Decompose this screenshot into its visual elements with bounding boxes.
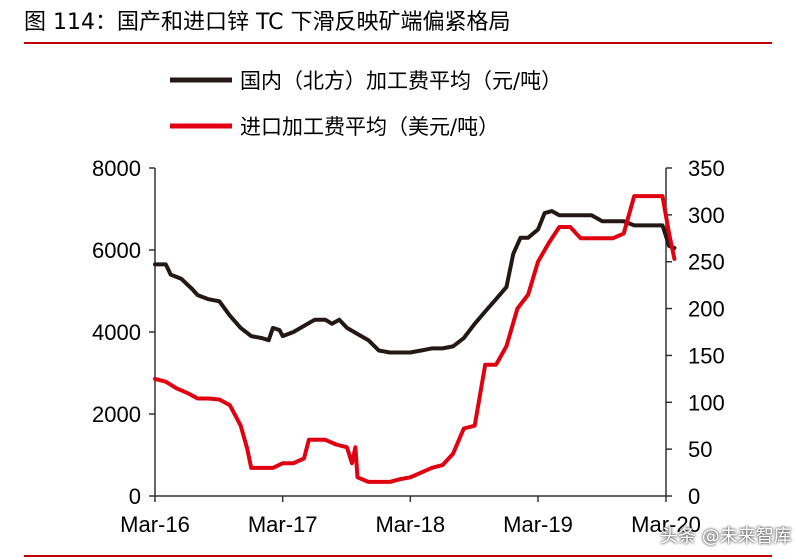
import-tc-line	[153, 194, 677, 484]
right-tick-label: 100	[688, 390, 725, 415]
right-tick-label: 150	[688, 343, 725, 368]
x-tick-label: Mar-17	[248, 512, 318, 537]
x-tick-label: Mar-19	[503, 512, 573, 537]
legend: 国内（北方）加工费平均（元/吨） 进口加工费平均（美元/吨）	[170, 69, 562, 139]
legend-label: 国内（北方）加工费平均（元/吨）	[240, 69, 562, 93]
bottom-rule	[24, 555, 772, 557]
right-tick-label: 300	[688, 203, 725, 228]
x-tick-label: Mar-20	[631, 512, 701, 537]
x-tick-label: Mar-16	[120, 512, 190, 537]
x-tick-label: Mar-18	[375, 512, 445, 537]
right-tick-label: 0	[688, 484, 700, 509]
watermark: 头条 @未来智库	[660, 526, 792, 547]
series-lines	[153, 194, 677, 484]
left-tick-label: 0	[129, 484, 141, 509]
right-tick-label: 50	[688, 437, 712, 462]
title-rule	[24, 42, 772, 44]
figure-title: 图 114：国产和进口锌 TC 下滑反映矿端偏紧格局	[24, 10, 511, 35]
left-tick-label: 6000	[92, 238, 141, 263]
right-tick-label: 250	[688, 250, 725, 275]
axes: 0 2000 4000 6000 8000 0 50 100 150 200 250 300 350 Ma…	[92, 156, 725, 537]
left-tick-label: 2000	[92, 402, 141, 427]
left-tick-label: 4000	[92, 320, 141, 345]
domestic-tc-line	[153, 209, 677, 355]
right-tick-label: 200	[688, 297, 725, 322]
legend-label: 进口加工费平均（美元/吨）	[240, 115, 499, 139]
right-tick-label: 350	[688, 156, 725, 181]
left-tick-label: 8000	[92, 156, 141, 181]
